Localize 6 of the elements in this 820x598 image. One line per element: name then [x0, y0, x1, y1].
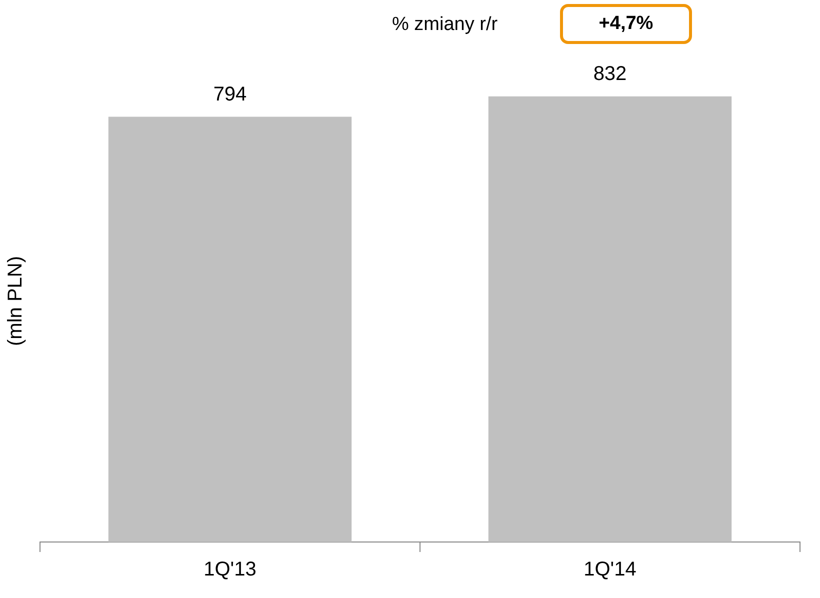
y-axis-title: (mln PLN) — [4, 256, 27, 346]
x-tick-label: 1Q'14 — [584, 558, 636, 581]
data-label: 794 — [213, 83, 247, 106]
x-tick-label: 1Q'13 — [204, 558, 256, 581]
text: % zmiany r/r — [392, 14, 498, 36]
data-label: 832 — [593, 62, 627, 85]
